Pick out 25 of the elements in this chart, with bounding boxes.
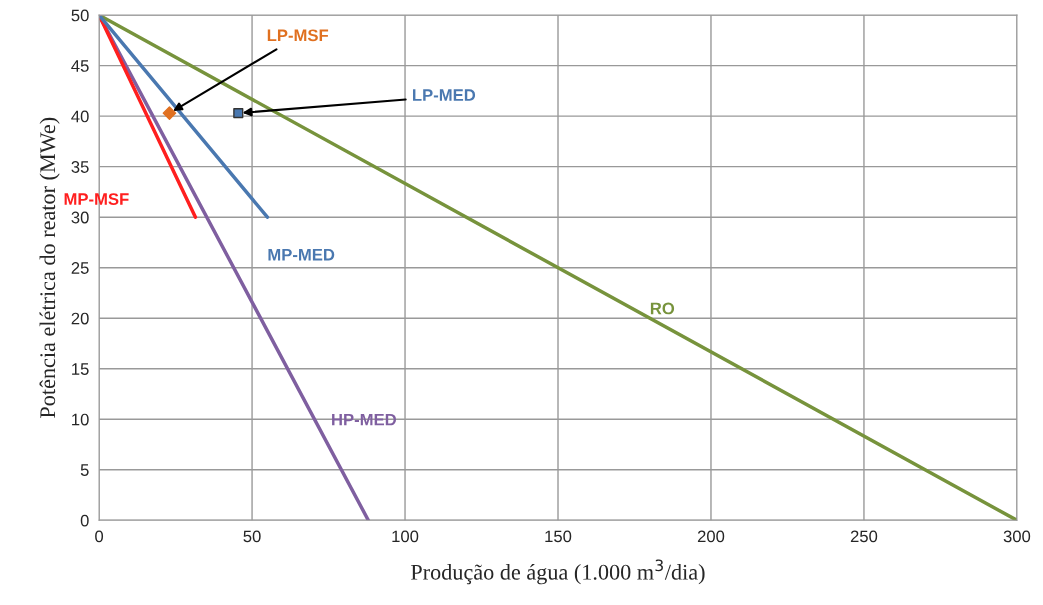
y-tick-label: 50 [71,9,89,22]
y-tick-label: 45 [71,60,89,72]
y-tick-label: 35 [71,161,89,173]
x-axis-title: Produção de água (1.000 m$^{3}$/dia) [410,559,705,585]
y-axis-title: Potência elétrica do reator (MWe) [39,117,60,418]
y-tick-label: 10 [72,413,89,426]
x-tick-label: 0 [95,530,104,543]
x-tick-label: 150 [545,530,572,543]
x-tick-label: 200 [697,530,725,543]
series-label: MP-MED [268,248,335,261]
text: MP-MSF [64,193,129,205]
y-tick-label: 0 [80,514,89,527]
x-tick-label: 250 [850,530,878,543]
text: LP-MED [413,89,476,101]
y-tick-label: 20 [71,312,89,325]
y-tick-label: 25 [71,262,89,274]
x-tick-label: 100 [392,530,419,543]
text: LP-MSF [267,29,329,42]
x-tick-label: 50 [243,530,261,543]
y-tick-label: 40 [71,110,89,123]
y-tick-label: 5 [80,464,89,476]
y-tick-label: 30 [71,211,89,224]
series-label: RO [650,302,675,315]
y-tick-label: 15 [72,363,89,375]
x-tick-label: 300 [1003,530,1031,543]
